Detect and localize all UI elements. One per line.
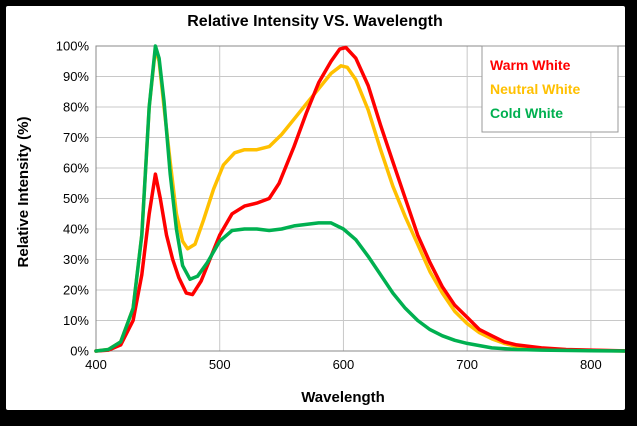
y-tick-label: 100% xyxy=(56,39,90,54)
y-tick-label: 40% xyxy=(63,222,89,237)
legend-entry-warm-white: Warm White xyxy=(490,57,571,73)
x-tick-label: 800 xyxy=(580,357,602,372)
y-axis-title: Relative Intensity (%) xyxy=(15,117,32,268)
plot-area xyxy=(95,45,625,352)
y-tick-label: 50% xyxy=(63,191,89,206)
y-tick-label: 20% xyxy=(63,283,89,298)
chart-frame: Relative Intensity VS. Wavelength 0% 10% 2… xyxy=(6,6,625,410)
x-tick-label: 500 xyxy=(209,357,231,372)
tick-labels: 0% 10% 20% 30% 40% 50% 60% 70% 80% 90% 100% 400 500 6… xyxy=(56,39,602,373)
legend-entry-cold-white: Cold White xyxy=(490,105,563,121)
y-tick-label: 70% xyxy=(63,130,89,145)
legend: Warm White Neutral White Cold White xyxy=(481,45,619,133)
series-line-cold-white xyxy=(94,44,625,353)
series-line-warm-white xyxy=(94,45,625,353)
line-chart: Relative Intensity VS. Wavelength 0% 10% 2… xyxy=(15,13,625,406)
chart-title: Relative Intensity VS. Wavelength xyxy=(187,13,442,30)
legend-box xyxy=(481,45,619,133)
y-tick-label: 80% xyxy=(63,100,89,115)
y-tick-label: 30% xyxy=(63,252,89,267)
x-tick-label: 700 xyxy=(456,357,478,372)
x-tick-label: 600 xyxy=(333,357,355,372)
y-tick-label: 0% xyxy=(70,344,89,359)
y-tick-label: 90% xyxy=(63,69,89,84)
series-lines xyxy=(94,44,625,353)
x-tick-label: 400 xyxy=(85,357,107,372)
x-axis-title: Wavelength xyxy=(301,389,385,406)
legend-entry-neutral-white: Neutral White xyxy=(490,81,580,97)
y-tick-label: 60% xyxy=(63,161,89,176)
y-tick-label: 10% xyxy=(63,313,89,328)
